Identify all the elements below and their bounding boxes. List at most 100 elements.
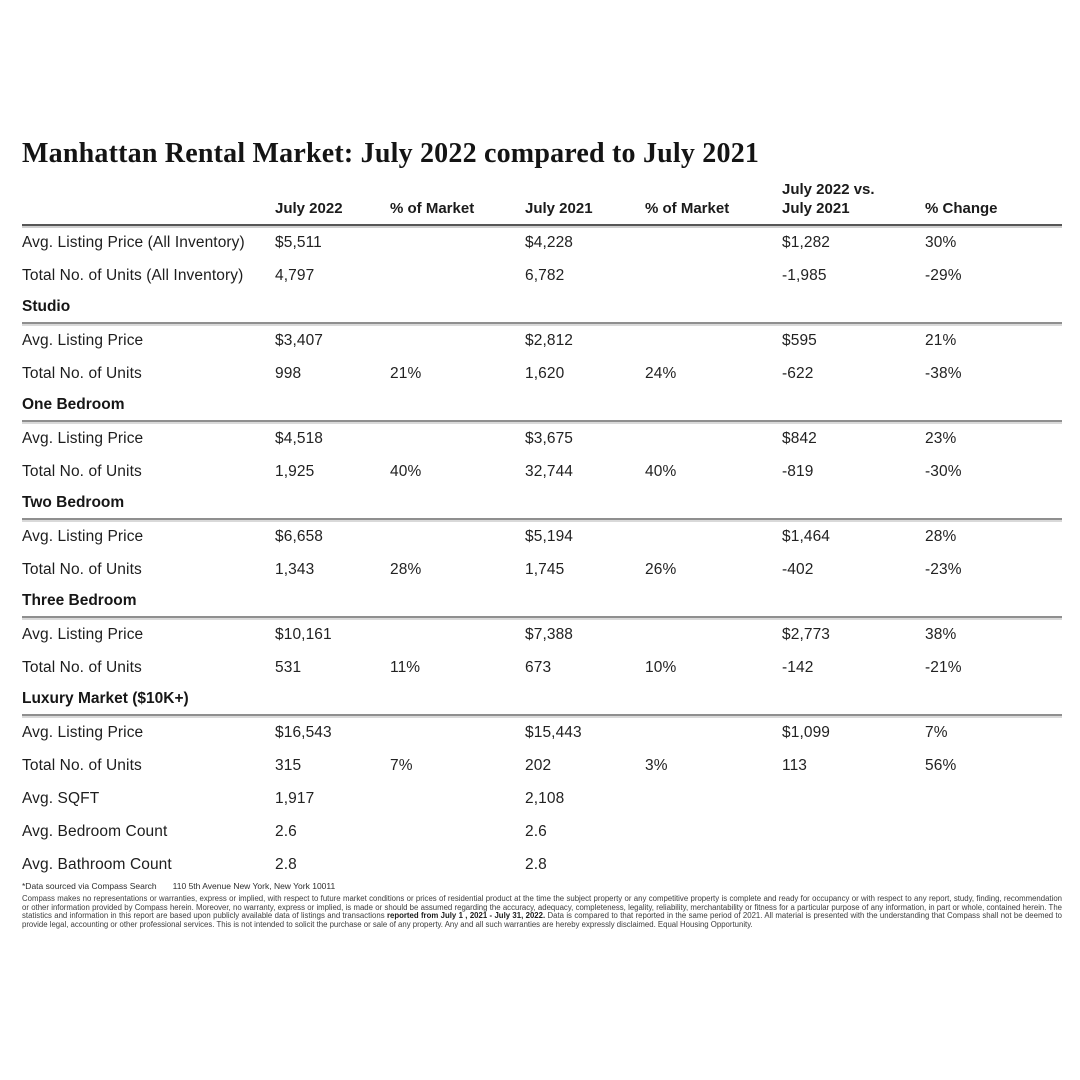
column-header-july-2022-vs-july-2021: July 2022 vs. July 2021 [782, 181, 875, 217]
table-cell: 21% [390, 364, 422, 382]
table-cell: $3,407 [275, 331, 324, 349]
disclaimer-text-1: Compass makes no representations or warr… [22, 894, 1062, 921]
table-cell: 32,744 [525, 462, 574, 480]
table-row: Total No. of Units 1,925 40% 32,744 40% -819 -… [22, 455, 1062, 488]
section-divider [22, 616, 1062, 618]
table-cell: $16,543 [275, 723, 332, 741]
table-row: Total No. of Units (All Inventory) 4,797 6… [22, 259, 1062, 292]
section-header-one-bedroom: One Bedroom [22, 396, 125, 413]
row-label: Avg. Bedroom Count [22, 822, 168, 840]
table-cell: $2,773 [782, 625, 831, 643]
table-cell: 40% [390, 462, 422, 480]
column-header-pct-of-market-2022: % of Market [390, 200, 475, 217]
row-label: Total No. of Units (All Inventory) [22, 266, 244, 284]
section-divider [22, 322, 1062, 324]
table-cell: 2.6 [525, 822, 547, 840]
table-row: Avg. Listing Price (All Inventory) $5,511… [22, 226, 1062, 259]
column-header-july-2022: July 2022 [275, 200, 343, 217]
section-header-two-bedroom: Two Bedroom [22, 494, 125, 511]
row-label: Avg. Listing Price [22, 625, 144, 643]
section-header-studio: Studio [22, 298, 71, 315]
table-cell: -142 [782, 658, 814, 676]
row-label: Avg. Listing Price [22, 723, 144, 741]
table-row: Total No. of Units 531 11% 673 10% -142 -21% [22, 651, 1062, 684]
table-row: Avg. Bathroom Count 2.8 2.8 [22, 848, 1062, 881]
column-header-july-2021: July 2021 [525, 200, 593, 217]
table-header-row: July 2022 % of Market July 2021 % of Mar… [22, 180, 1062, 224]
table-cell: $595 [782, 331, 817, 349]
table-row: Total No. of Units 998 21% 1,620 24% -622 -38% [22, 357, 1062, 390]
table-cell: 1,620 [525, 364, 565, 382]
table-cell: 40% [645, 462, 677, 480]
table-cell: 10% [645, 658, 677, 676]
table-cell: 673 [525, 658, 552, 676]
table-row: Avg. Listing Price $6,658 $5,194 $1,464 28% [22, 520, 1062, 553]
table-cell: 2.8 [275, 855, 297, 873]
table-cell: 23% [925, 429, 957, 447]
table-cell: 2.6 [275, 822, 297, 840]
page-title: Manhattan Rental Market: July 2022 compa… [22, 138, 760, 169]
disclaimer-text-2: Data is compared to that reported in the… [22, 911, 1062, 929]
table-cell: $1,282 [782, 233, 831, 251]
row-label: Total No. of Units [22, 364, 142, 382]
table-cell: $5,511 [275, 233, 322, 251]
table-cell: $1,099 [782, 723, 831, 741]
row-label: Total No. of Units [22, 658, 142, 676]
table-cell: 28% [390, 560, 422, 578]
table-cell: 28% [925, 527, 957, 545]
row-label: Avg. Listing Price [22, 527, 144, 545]
row-label: Avg. Listing Price [22, 331, 144, 349]
disclaimer-report-period: reported from July 1 , 2021 - July 31, 2… [386, 911, 546, 921]
table-row: Avg. Listing Price $3,407 $2,812 $595 21% [22, 324, 1062, 357]
table-cell: 531 [275, 658, 302, 676]
table-cell: 202 [525, 756, 552, 774]
row-label: Total No. of Units [22, 462, 142, 480]
table-cell: 7% [925, 723, 948, 741]
table-row: Avg. Listing Price $4,518 $3,675 $842 23% [22, 422, 1062, 455]
table-cell: 21% [925, 331, 957, 349]
table-cell: -819 [782, 462, 814, 480]
table-cell: 998 [275, 364, 302, 382]
table-cell: -21% [925, 658, 962, 676]
table-cell: 1,745 [525, 560, 565, 578]
row-label: Total No. of Units [22, 756, 142, 774]
report-content: Manhattan Rental Market: July 2022 compa… [22, 138, 1062, 881]
report-footer: *Data sourced via Compass Search 110 5th … [22, 881, 1062, 929]
section-divider [22, 518, 1062, 520]
legal-disclaimer: Compass makes no representations or warr… [22, 894, 1062, 929]
office-address: 110 5th Avenue New York, New York 10011 [172, 881, 336, 891]
column-header-pct-change: % Change [925, 200, 998, 217]
table-cell: 26% [645, 560, 677, 578]
table-cell: 2,108 [525, 789, 565, 807]
section-header-three-bedroom: Three Bedroom [22, 592, 137, 609]
table-cell: 3% [645, 756, 668, 774]
table-cell: $4,228 [525, 233, 574, 251]
table-cell: $842 [782, 429, 817, 447]
table-cell: 30% [925, 233, 957, 251]
table-cell: 1,925 [275, 462, 315, 480]
row-label: Avg. SQFT [22, 789, 100, 807]
column-header-pct-of-market-2021: % of Market [645, 200, 730, 217]
row-label: Avg. Listing Price [22, 429, 144, 447]
table-row: Total No. of Units 1,343 28% 1,745 26% -402 -2… [22, 553, 1062, 586]
data-source-line: *Data sourced via Compass Search 110 5th … [22, 881, 1062, 891]
table-cell: $10,161 [275, 625, 332, 643]
table-cell: -29% [925, 266, 962, 284]
table-cell: $15,443 [525, 723, 582, 741]
row-label: Avg. Listing Price (All Inventory) [22, 233, 245, 251]
table-cell: -402 [782, 560, 814, 578]
table-cell: 24% [645, 364, 677, 382]
table-cell: -622 [782, 364, 814, 382]
table-cell: -38% [925, 364, 962, 382]
table-cell: $6,658 [275, 527, 324, 545]
row-label: Total No. of Units [22, 560, 142, 578]
table-row: Avg. Bedroom Count 2.6 2.6 [22, 815, 1062, 848]
table-cell: -1,985 [782, 266, 827, 284]
table-cell: 6,782 [525, 266, 565, 284]
table-cell: 113 [782, 756, 808, 774]
data-source-note: *Data sourced via Compass Search [22, 881, 157, 891]
table-row: Avg. SQFT 1,917 2,108 [22, 782, 1062, 815]
table-cell: $5,194 [525, 527, 574, 545]
market-table-body: Avg. Listing Price (All Inventory) $5,511… [22, 226, 1062, 881]
